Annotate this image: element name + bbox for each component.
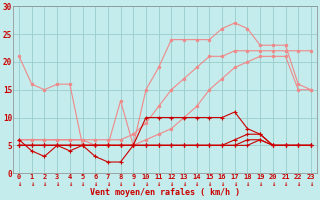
X-axis label: Vent moyen/en rafales ( km/h ): Vent moyen/en rafales ( km/h )	[90, 188, 240, 197]
